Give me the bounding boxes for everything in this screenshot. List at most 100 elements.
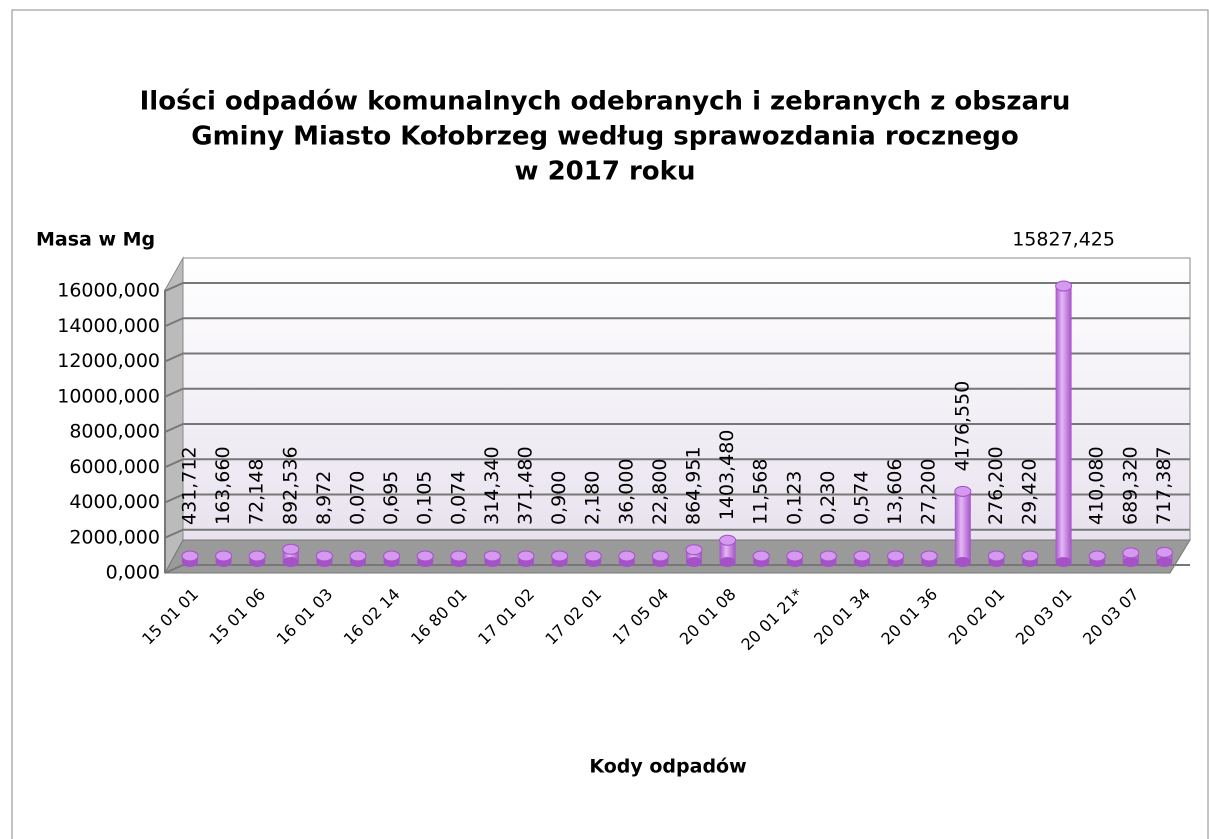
bar-body (1055, 286, 1072, 562)
y-tick-label: 12000,000 (57, 350, 160, 372)
y-tick-label: 2000,000 (69, 526, 160, 548)
bar-base (1156, 557, 1173, 567)
bar (181, 550, 199, 567)
value-label: 0,123 (783, 471, 805, 525)
bar-base (719, 557, 736, 567)
bar (819, 550, 837, 567)
value-label: 13,606 (884, 459, 906, 525)
value-label: 29,420 (1019, 459, 1041, 525)
bar-top (483, 550, 501, 562)
value-label: 892,536 (279, 446, 301, 525)
value-label: 410,080 (1086, 446, 1108, 525)
value-label: 163,660 (212, 446, 234, 525)
bar (282, 543, 300, 567)
bar (517, 550, 535, 567)
bar-top (987, 550, 1005, 562)
bar-top (618, 550, 636, 562)
bar (954, 485, 972, 567)
value-label: 0,230 (817, 471, 839, 525)
bar (551, 550, 569, 567)
y-tick-label: 6000,000 (69, 456, 160, 478)
bar-top (887, 550, 905, 562)
x-tick-label: 20 01 21* (737, 585, 806, 654)
bar-top (416, 550, 434, 562)
value-label: 0,900 (548, 471, 570, 525)
bar-base (1122, 557, 1139, 567)
grid-line (164, 282, 1190, 292)
bar-top (752, 550, 770, 562)
bar (719, 534, 737, 567)
bar-top (920, 550, 938, 562)
bar (752, 550, 770, 567)
y-tick-label: 16000,000 (57, 280, 160, 302)
bar-top (517, 550, 535, 562)
bar-top (1155, 546, 1173, 558)
bar-top (853, 550, 871, 562)
x-tick-label: 20 01 08 (676, 585, 740, 649)
value-label: 4176,550 (951, 381, 973, 472)
bar (987, 550, 1005, 567)
bar (215, 550, 233, 567)
bar (920, 550, 938, 567)
bar (786, 550, 804, 567)
grid-line (164, 564, 1190, 574)
value-label: 22,800 (649, 459, 671, 525)
value-label: 0,105 (414, 471, 436, 525)
chart-title: Ilości odpadów komunalnych odebranych i … (140, 87, 1071, 117)
grid-line (164, 493, 1190, 504)
bar-top (1122, 547, 1140, 559)
bar-top (181, 550, 199, 562)
bar (450, 550, 468, 567)
bar-top (215, 550, 233, 562)
value-label: 15827,425 (1012, 229, 1115, 251)
x-tick-label: 20 02 01 (945, 585, 1009, 649)
bar (685, 544, 703, 567)
bar (1055, 280, 1073, 567)
bar-top (685, 544, 703, 556)
bar (1088, 550, 1106, 567)
x-tick-label: 16 80 01 (407, 585, 471, 649)
grid-line (164, 317, 1190, 328)
y-tick-label: 0,000 (106, 562, 160, 584)
bar-top (1055, 280, 1073, 292)
bar-top (819, 550, 837, 562)
x-tick-label: 15 01 01 (138, 585, 202, 649)
x-tick-label: 20 03 07 (1079, 585, 1143, 649)
x-tick-label: 20 03 01 (1012, 585, 1076, 649)
bar-top (786, 550, 804, 562)
bar-body (719, 540, 736, 562)
bar-top (349, 550, 367, 562)
y-tick-label: 14000,000 (57, 315, 160, 337)
bar-top (719, 534, 737, 546)
x-tick-label: 17 01 02 (474, 585, 538, 649)
y-tick-label: 8000,000 (69, 421, 160, 443)
value-label: 371,480 (515, 446, 537, 525)
bar-top (954, 485, 972, 497)
value-label: 72,148 (246, 459, 268, 525)
bar (383, 550, 401, 567)
bar-base (282, 557, 299, 567)
y-tick-label: 4000,000 (69, 491, 160, 513)
value-label: 0,574 (851, 471, 873, 525)
bar-top (651, 550, 669, 562)
value-label: 431,712 (179, 446, 201, 525)
bar-top (584, 550, 602, 562)
value-label: 27,200 (918, 459, 940, 525)
bar (483, 550, 501, 567)
grid-line (164, 423, 1190, 433)
value-label: 717,387 (1153, 446, 1175, 525)
bar (1122, 547, 1140, 567)
bar (416, 550, 434, 567)
value-label: 276,200 (985, 446, 1007, 525)
value-label: 2,180 (582, 471, 604, 525)
value-label: 8,972 (313, 471, 335, 525)
bar-body (954, 491, 971, 562)
bar (1021, 550, 1039, 567)
y-axis-title: Masa w Mg (36, 229, 155, 251)
value-label: 11,568 (750, 459, 772, 525)
value-label: 689,320 (1119, 446, 1141, 525)
value-label: 864,951 (683, 446, 705, 525)
value-label: 36,000 (615, 459, 637, 525)
chart-title: w 2017 roku (515, 157, 696, 187)
